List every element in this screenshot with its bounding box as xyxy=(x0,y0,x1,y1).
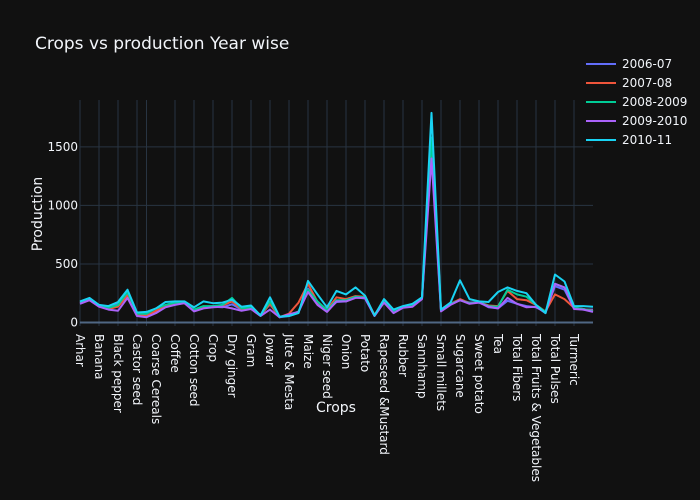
x-tick-label: Sweet potato xyxy=(472,334,486,414)
x-tick-label: Maize xyxy=(301,334,315,369)
series-line-2008-2009[interactable] xyxy=(79,136,594,318)
x-tick-label: Total Fruits & Vegetables xyxy=(529,333,543,482)
legend-swatch xyxy=(586,138,616,141)
legend-swatch xyxy=(586,119,616,122)
x-tick-label: Tea xyxy=(491,333,505,354)
legend-swatch xyxy=(586,100,616,103)
x-tick-labels: Arhar Banana Black pepper Castor seed Coarse… xyxy=(73,333,581,482)
chart-title: Crops vs production Year wise xyxy=(35,34,290,54)
y-tick-label: 500 xyxy=(55,257,78,271)
y-tick-label: 1500 xyxy=(47,140,78,154)
x-tick-label: Coarse Cereals xyxy=(149,334,163,424)
series-lines[interactable] xyxy=(79,111,594,319)
legend-swatch xyxy=(586,81,616,84)
series-line-2009-2010[interactable] xyxy=(79,157,594,319)
legend-item-2007-08[interactable]: 2007-08 xyxy=(586,73,687,92)
x-tick-label: Total Fibers xyxy=(510,333,524,401)
x-tick-label: Potato xyxy=(358,334,372,372)
series-line-2010-11[interactable] xyxy=(79,111,594,318)
legend-swatch xyxy=(586,62,616,65)
x-axis-label: Crops xyxy=(316,400,356,416)
x-tick-label: Cotton seed xyxy=(187,334,201,407)
legend-label: 2008-2009 xyxy=(622,94,688,109)
y-tick-label: 1000 xyxy=(47,198,78,212)
x-tick-label: Rubber xyxy=(396,334,410,377)
legend: 2006-07 2007-08 2008-2009 2009-2010 2010-11 xyxy=(586,54,687,149)
legend-item-2006-07[interactable]: 2006-07 xyxy=(586,54,687,73)
x-tick-label: Turmeric xyxy=(567,333,581,386)
legend-item-2009-2010[interactable]: 2009-2010 xyxy=(586,111,687,130)
x-tick-label: Black pepper xyxy=(111,334,125,413)
legend-item-2010-11[interactable]: 2010-11 xyxy=(586,130,687,149)
x-tick-label: Castor seed xyxy=(130,334,144,405)
legend-label: 2007-08 xyxy=(622,75,673,90)
legend-label: 2006-07 xyxy=(622,56,673,71)
x-tick-label: Gram xyxy=(244,334,258,367)
y-tick-labels: 0 500 1000 1500 xyxy=(47,140,78,330)
x-tick-label: Sannhamp xyxy=(415,334,429,398)
x-tick-label: Niger seed xyxy=(320,334,334,399)
x-tick-label: Dry ginger xyxy=(225,334,239,398)
x-tick-label: Total Pulses xyxy=(548,333,562,404)
x-tick-label: Coffee xyxy=(168,334,182,373)
legend-label: 2009-2010 xyxy=(622,113,688,128)
legend-item-2008-2009[interactable]: 2008-2009 xyxy=(586,92,687,111)
grid xyxy=(79,100,593,326)
y-tick-label: 0 xyxy=(70,315,78,329)
x-tick-label: Onion xyxy=(339,334,353,369)
x-tick-label: Arhar xyxy=(73,334,87,367)
legend-label: 2010-11 xyxy=(622,132,673,147)
x-tick-label: Rapeseed &Mustard xyxy=(377,334,391,455)
x-tick-label: Crop xyxy=(206,334,220,362)
x-tick-label: Jowar xyxy=(263,333,277,367)
y-axis-label: Production xyxy=(30,177,46,251)
x-tick-label: Small millets xyxy=(434,334,448,411)
x-tick-label: Banana xyxy=(92,334,106,380)
x-tick-label: Sugarcane xyxy=(453,334,467,398)
x-tick-label: Jute & Mesta xyxy=(282,333,296,410)
